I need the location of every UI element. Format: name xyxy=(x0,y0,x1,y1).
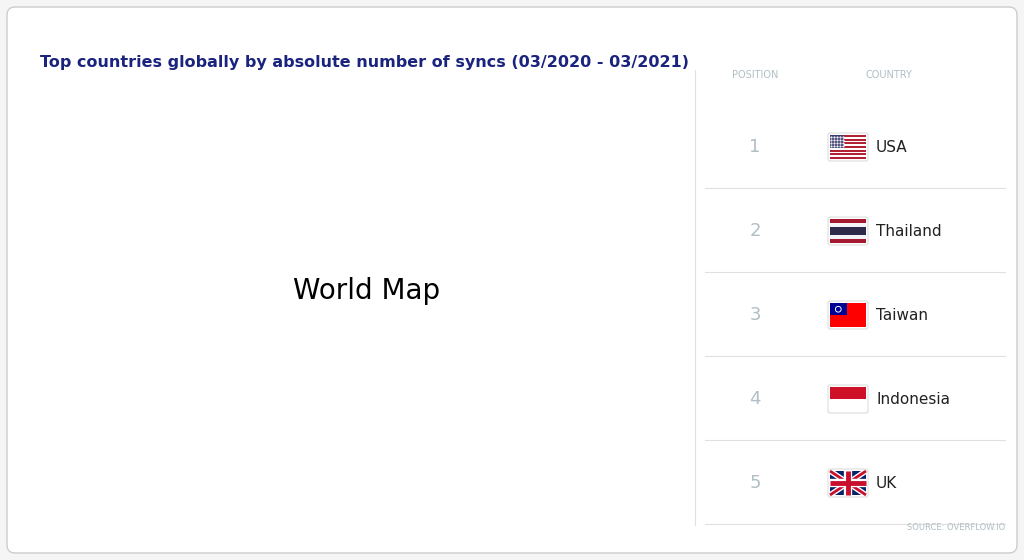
Bar xyxy=(830,142,866,144)
Bar xyxy=(830,139,866,141)
Text: SOURCE: OVERFLOW.IO: SOURCE: OVERFLOW.IO xyxy=(906,523,1005,532)
Text: 5: 5 xyxy=(750,474,761,492)
Bar xyxy=(830,223,866,227)
Text: World Map: World Map xyxy=(293,277,439,305)
Bar xyxy=(830,148,866,150)
Bar xyxy=(830,137,866,139)
Bar xyxy=(830,152,866,153)
Bar xyxy=(830,135,866,137)
Text: 2: 2 xyxy=(750,222,761,240)
Circle shape xyxy=(837,307,840,311)
Bar xyxy=(830,219,866,223)
Bar xyxy=(830,303,847,315)
Text: Top countries globally by absolute number of syncs (03/2020 - 03/2021): Top countries globally by absolute numbe… xyxy=(40,55,689,70)
Bar xyxy=(830,135,845,148)
Bar xyxy=(830,153,866,155)
Bar xyxy=(830,155,866,157)
Bar xyxy=(830,144,866,146)
FancyBboxPatch shape xyxy=(7,7,1017,553)
FancyBboxPatch shape xyxy=(830,471,866,495)
Bar xyxy=(830,227,866,235)
Bar xyxy=(830,239,866,243)
Bar xyxy=(830,235,866,239)
Text: 1: 1 xyxy=(750,138,761,156)
Text: Taiwan: Taiwan xyxy=(876,307,928,323)
Bar xyxy=(830,157,866,159)
Text: Indonesia: Indonesia xyxy=(876,391,950,407)
Bar xyxy=(830,303,866,327)
Text: Thailand: Thailand xyxy=(876,223,942,239)
Bar xyxy=(830,146,866,148)
Bar xyxy=(830,141,866,142)
Circle shape xyxy=(836,307,841,312)
Text: POSITION: POSITION xyxy=(732,70,778,80)
Text: USA: USA xyxy=(876,139,907,155)
Bar xyxy=(830,387,866,399)
Bar xyxy=(830,150,866,152)
Text: COUNTRY: COUNTRY xyxy=(865,70,912,80)
Text: UK: UK xyxy=(876,475,897,491)
Text: 3: 3 xyxy=(750,306,761,324)
Bar xyxy=(830,399,866,411)
Text: 4: 4 xyxy=(750,390,761,408)
